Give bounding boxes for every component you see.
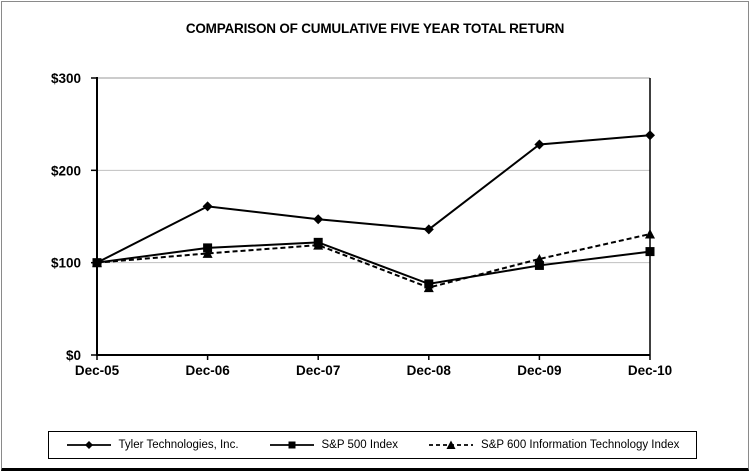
y-axis-label-100: $100 bbox=[51, 256, 81, 271]
line-chart-plot: $0 $100 $200 $300 Dec-05 Dec-06 Dec-07 Dec-08 De… bbox=[51, 71, 672, 378]
legend-item-0: Tyler Technologies, Inc. bbox=[66, 439, 239, 451]
series-0-point-Dec-09 bbox=[534, 139, 545, 150]
legend-square-marker-icon bbox=[269, 441, 314, 449]
y-axis-label-0: $0 bbox=[66, 348, 81, 363]
series-0-point-Dec-06 bbox=[202, 201, 213, 212]
series-2-point-Dec-08 bbox=[423, 282, 434, 293]
legend-label: S&P 600 Information Technology Index bbox=[481, 439, 680, 451]
series-2-point-Dec-07 bbox=[313, 240, 324, 250]
series-0-point-Dec-08 bbox=[423, 224, 434, 235]
series-line-1 bbox=[96, 241, 651, 285]
chart-legend: Tyler Technologies, Inc. S&P 500 Index S&P… bbox=[48, 431, 697, 459]
y-axis-label-300: $300 bbox=[51, 71, 81, 86]
x-axis-label-Dec-10: Dec-10 bbox=[628, 363, 672, 378]
x-axis-label-Dec-09: Dec-09 bbox=[517, 363, 561, 378]
legend-item-1: S&P 500 Index bbox=[269, 439, 399, 451]
legend-label: Tyler Technologies, Inc. bbox=[118, 439, 239, 451]
series-1-point-Dec-09 bbox=[534, 260, 544, 270]
series-2-point-Dec-10 bbox=[645, 229, 655, 239]
legend-item-2: S&P 600 Information Technology Index bbox=[428, 439, 679, 451]
series-2-point-Dec-06 bbox=[202, 248, 213, 258]
legend-diamond-marker-icon bbox=[66, 441, 111, 449]
y-axis-label-200: $200 bbox=[51, 163, 81, 178]
legend-triangle-marker-icon bbox=[429, 440, 474, 449]
legend-label: S&P 500 Index bbox=[321, 439, 399, 451]
series-0-point-Dec-10 bbox=[645, 130, 655, 141]
x-axis-label-Dec-07: Dec-07 bbox=[296, 363, 340, 378]
series-1-point-Dec-06 bbox=[203, 243, 213, 253]
series-0-point-Dec-07 bbox=[313, 214, 324, 225]
series-2-point-Dec-09 bbox=[534, 253, 545, 264]
series-2-point-Dec-05 bbox=[92, 257, 102, 268]
series-line-0 bbox=[96, 134, 651, 264]
x-axis-label-Dec-05: Dec-05 bbox=[75, 363, 120, 378]
x-axis-label-Dec-06: Dec-06 bbox=[185, 363, 230, 378]
series-1-point-Dec-10 bbox=[645, 247, 655, 257]
x-axis-label-Dec-08: Dec-08 bbox=[407, 363, 452, 378]
chart-title: COMPARISON OF CUMULATIVE FIVE YEAR TOTAL… bbox=[185, 21, 565, 36]
series-line-2 bbox=[96, 233, 651, 289]
